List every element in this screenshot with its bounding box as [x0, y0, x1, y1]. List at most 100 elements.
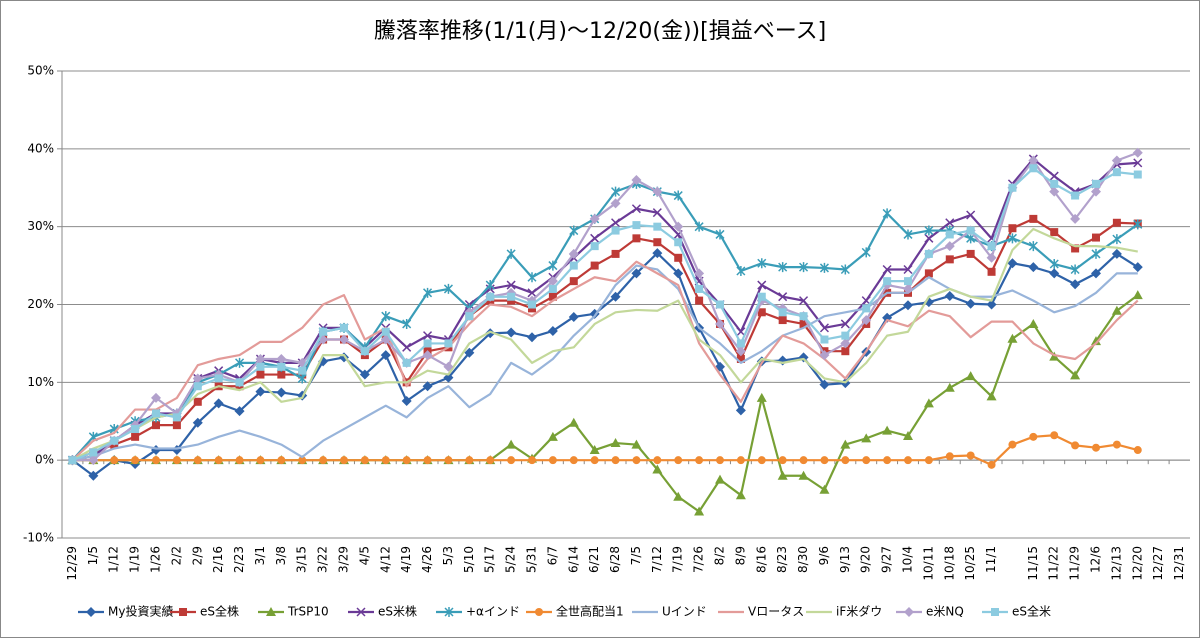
- legend-label: +αインド: [466, 605, 520, 619]
- marker: [735, 405, 746, 416]
- x-tick-label: 7/26: [692, 546, 706, 573]
- marker: [757, 292, 766, 301]
- marker: [443, 361, 454, 372]
- marker: [610, 438, 621, 448]
- x-tick-label: 12/20: [1130, 546, 1144, 581]
- marker: [1133, 219, 1143, 230]
- marker: [423, 456, 432, 465]
- marker: [1111, 248, 1122, 259]
- marker: [945, 452, 954, 461]
- marker: [1112, 168, 1121, 177]
- marker: [882, 425, 893, 435]
- marker: [716, 300, 724, 309]
- marker: [548, 260, 558, 271]
- legend-label: eS全株: [200, 604, 239, 619]
- marker: [966, 226, 975, 235]
- legend-label: iF米ダウ: [836, 604, 882, 619]
- marker: [339, 334, 349, 345]
- marker: [276, 387, 287, 398]
- marker: [193, 397, 202, 406]
- marker: [110, 436, 119, 445]
- marker: [840, 338, 851, 349]
- marker: [1028, 262, 1039, 273]
- marker: [152, 456, 160, 465]
- marker: [172, 413, 181, 422]
- y-tick-label: 0%: [35, 453, 54, 467]
- marker: [632, 456, 641, 465]
- marker: [903, 229, 913, 240]
- marker: [903, 283, 913, 294]
- marker: [1092, 443, 1100, 452]
- series: [68, 431, 1142, 469]
- marker: [820, 456, 829, 465]
- marker: [359, 369, 370, 380]
- marker: [1049, 186, 1060, 197]
- marker: [172, 421, 181, 430]
- marker: [360, 347, 369, 356]
- marker: [131, 425, 140, 434]
- marker: [340, 456, 348, 465]
- marker: [778, 308, 787, 317]
- x-tick-label: 5/24: [504, 546, 518, 573]
- marker: [151, 392, 161, 403]
- marker: [486, 456, 495, 465]
- marker: [277, 362, 286, 371]
- marker: [1050, 431, 1059, 440]
- marker: [965, 298, 976, 309]
- marker: [193, 456, 202, 465]
- marker: [987, 242, 996, 251]
- marker: [986, 252, 997, 263]
- marker: [277, 370, 286, 379]
- line: [71, 252, 1139, 477]
- x-tick-label: 3/1: [253, 546, 267, 565]
- marker: [255, 386, 266, 397]
- x-tick-label: 11/29: [1068, 546, 1082, 581]
- marker: [944, 382, 955, 392]
- marker: [340, 323, 348, 332]
- x-tick-label: 6/21: [587, 546, 601, 573]
- marker: [799, 319, 808, 328]
- marker: [694, 221, 704, 232]
- marker: [861, 315, 872, 326]
- marker: [631, 439, 642, 449]
- marker: [527, 272, 537, 283]
- marker: [1008, 440, 1017, 449]
- marker: [735, 490, 746, 500]
- marker: [1050, 228, 1059, 237]
- marker: [1071, 191, 1080, 200]
- marker: [172, 456, 181, 465]
- marker: [611, 226, 620, 235]
- marker: [820, 335, 829, 344]
- marker: [131, 432, 140, 441]
- marker: [88, 455, 99, 466]
- marker: [319, 327, 328, 336]
- marker: [528, 456, 536, 465]
- line: [72, 217, 1138, 462]
- marker: [266, 607, 276, 616]
- marker: [882, 264, 892, 275]
- marker: [715, 318, 725, 329]
- marker: [548, 284, 557, 293]
- marker: [380, 350, 391, 361]
- x-tick-label: 3/29: [337, 546, 351, 573]
- marker: [1092, 179, 1100, 188]
- x-tick-label: 2/9: [190, 546, 204, 565]
- marker: [235, 456, 244, 465]
- marker: [444, 456, 453, 465]
- marker: [589, 445, 600, 455]
- marker: [694, 268, 705, 279]
- marker: [736, 266, 746, 277]
- x-tick-label: 4/12: [378, 546, 392, 573]
- x-tick-label: 1/19: [128, 546, 142, 573]
- marker: [611, 456, 620, 465]
- marker: [568, 311, 579, 322]
- x-tick-label: 8/23: [775, 546, 789, 573]
- chart-title: 騰落率推移(1/1(月)～12/20(金))[損益ベース]: [374, 19, 826, 44]
- x-tick-label: 2/16: [211, 546, 225, 573]
- x-tick-label: 8/9: [733, 546, 747, 565]
- x-tick-label: 4/26: [420, 546, 434, 573]
- marker: [819, 262, 829, 273]
- marker: [904, 277, 912, 286]
- marker: [840, 439, 851, 449]
